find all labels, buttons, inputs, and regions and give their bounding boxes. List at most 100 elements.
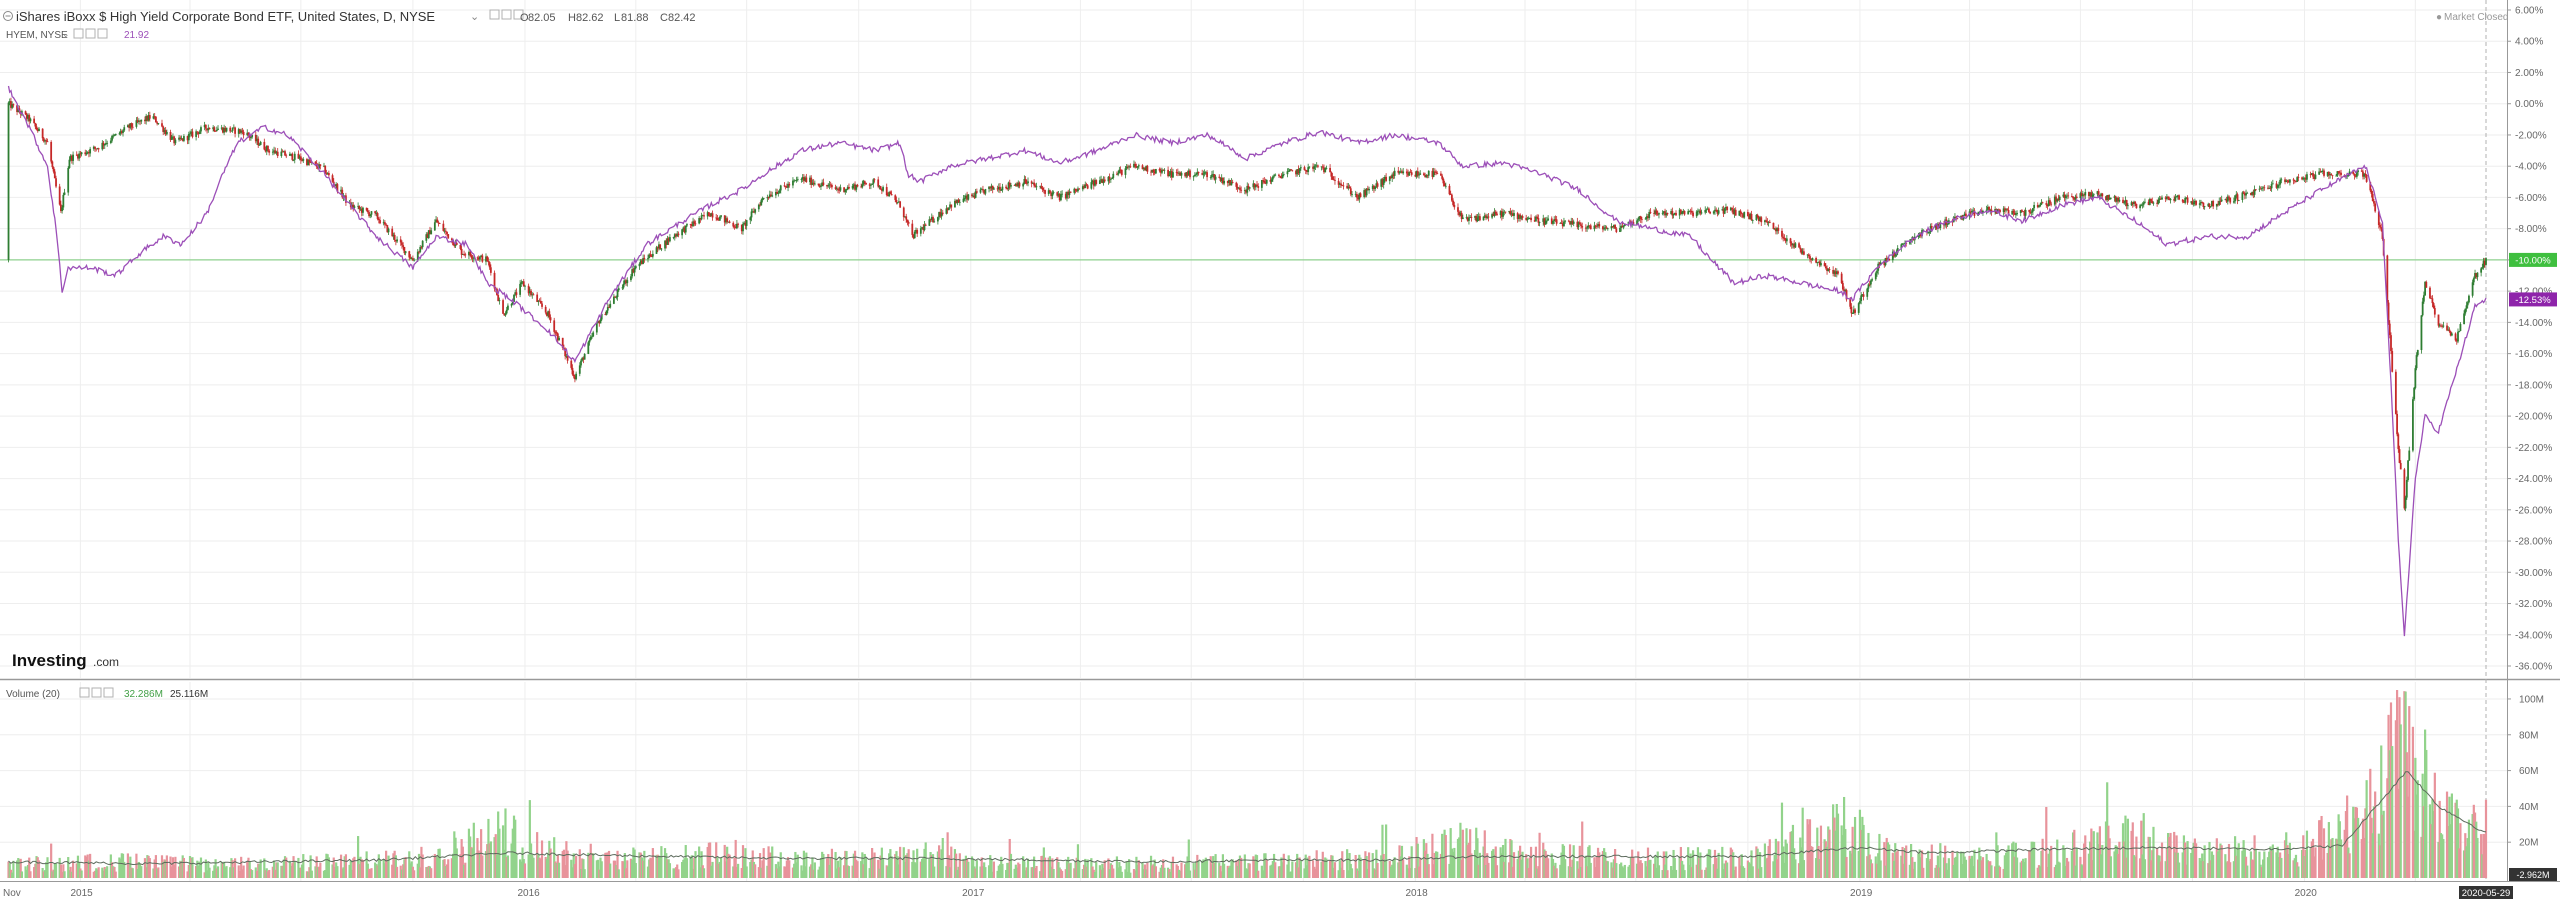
- candle-body: [588, 340, 591, 343]
- candle-body: [1525, 217, 1528, 220]
- candle-body: [754, 209, 757, 213]
- candle-body: [2326, 171, 2329, 176]
- volume-bar: [1470, 853, 1473, 878]
- volume-bar: [2331, 837, 2334, 878]
- volume-bar: [2115, 846, 2119, 878]
- volume-bar: [343, 856, 346, 878]
- volume-bar: [1908, 864, 1911, 878]
- volume-bar: [249, 869, 253, 878]
- candle-body: [1074, 188, 1077, 191]
- volume-bar: [404, 856, 407, 878]
- volume-bar: [1969, 858, 1972, 878]
- volume-bar: [1920, 850, 1924, 878]
- candle-body: [2236, 194, 2239, 201]
- instrument-title[interactable]: iShares iBoxx $ High Yield Corporate Bon…: [16, 9, 435, 24]
- candle-body: [980, 188, 983, 190]
- volume-bar: [152, 868, 155, 878]
- volume-title[interactable]: Volume (20): [6, 689, 60, 700]
- candle-body: [1211, 174, 1213, 178]
- volume-bar: [1112, 868, 1115, 878]
- candle-body: [33, 118, 36, 124]
- compare-eye-icon[interactable]: [73, 28, 84, 39]
- volume-bar: [1102, 867, 1105, 878]
- volume-bar: [1374, 869, 1377, 878]
- volume-bar: [2403, 691, 2406, 878]
- candle-body: [2303, 177, 2306, 179]
- volume-bar: [1648, 860, 1651, 878]
- volume-bar: [2236, 847, 2239, 878]
- candle-body: [2185, 197, 2188, 199]
- volume-bar: [1901, 846, 1904, 878]
- eye-button-icon[interactable]: [489, 9, 500, 20]
- compare-chevron[interactable]: ⌄: [62, 29, 70, 39]
- candle-body: [919, 228, 922, 234]
- candle-body: [1615, 228, 1618, 233]
- volume-bar: [118, 857, 121, 878]
- volume-bar: [1452, 851, 1455, 878]
- candle-body: [331, 175, 334, 182]
- volume-bar: [2107, 825, 2110, 878]
- candle-body: [2304, 177, 2307, 180]
- volume-bar: [2447, 826, 2450, 878]
- volume-bar: [1853, 816, 1857, 878]
- candle-body: [1129, 166, 1132, 168]
- volume-bar: [572, 853, 575, 878]
- volume-bar: [672, 868, 675, 878]
- candle-body: [991, 185, 994, 190]
- volume-bar: [62, 864, 65, 878]
- volume-bar: [1473, 849, 1477, 878]
- volume-bar: [1297, 867, 1300, 878]
- volume-eye-icon[interactable]: [79, 687, 90, 698]
- candle-body: [162, 126, 165, 133]
- candle-body: [1100, 179, 1102, 181]
- volume-bar: [818, 866, 821, 878]
- candle-body: [2354, 175, 2357, 177]
- volume-bar: [1836, 813, 1840, 878]
- volume-bar: [802, 850, 806, 878]
- candle-body: [717, 219, 720, 221]
- volume-bar: [1074, 860, 1077, 878]
- candle-body: [24, 111, 27, 115]
- candle-body: [2165, 196, 2168, 199]
- volume-bar: [419, 867, 422, 878]
- candle-body: [834, 187, 837, 189]
- settings-button-icon[interactable]: [501, 9, 512, 20]
- y-tick-label: 6.00%: [2515, 6, 2543, 17]
- candle-body: [2386, 255, 2389, 303]
- volume-bar: [2484, 799, 2488, 878]
- volume-bar: [906, 853, 909, 878]
- volume-settings-icon[interactable]: [91, 687, 102, 698]
- candle-body: [1060, 194, 1062, 201]
- volume-bar: [251, 870, 254, 878]
- candle-body: [656, 247, 659, 249]
- volume-bar: [1547, 858, 1550, 878]
- compare-settings-icon[interactable]: [85, 28, 96, 39]
- candle-body: [983, 190, 986, 194]
- volume-close-icon[interactable]: [103, 687, 114, 698]
- candle-body: [2135, 203, 2138, 209]
- candle-body: [1891, 251, 1894, 261]
- volume-bar: [1611, 867, 1614, 878]
- compare-close-icon[interactable]: [97, 28, 108, 39]
- volume-bar: [2063, 848, 2066, 878]
- candle-body: [667, 238, 670, 242]
- candle-body: [1578, 222, 1581, 225]
- volume-bar: [1118, 861, 1121, 878]
- compare-symbol[interactable]: HYEM, NYSE: [6, 30, 68, 41]
- candle-body: [1443, 183, 1446, 187]
- volume-bar: [478, 853, 482, 878]
- collapse-icon[interactable]: [3, 11, 13, 21]
- volume-bar: [1516, 858, 1519, 878]
- candle-body: [2320, 170, 2323, 172]
- volume-bar: [980, 857, 983, 878]
- volume-bar: [2394, 720, 2397, 878]
- volume-bar: [663, 848, 667, 878]
- instrument-title-chevron[interactable]: ⌄: [470, 11, 479, 23]
- volume-bar: [349, 860, 352, 878]
- volume-bar: [612, 860, 615, 878]
- close-button-icon[interactable]: [513, 9, 524, 20]
- volume-bar: [1380, 855, 1383, 878]
- volume-bar: [655, 854, 658, 878]
